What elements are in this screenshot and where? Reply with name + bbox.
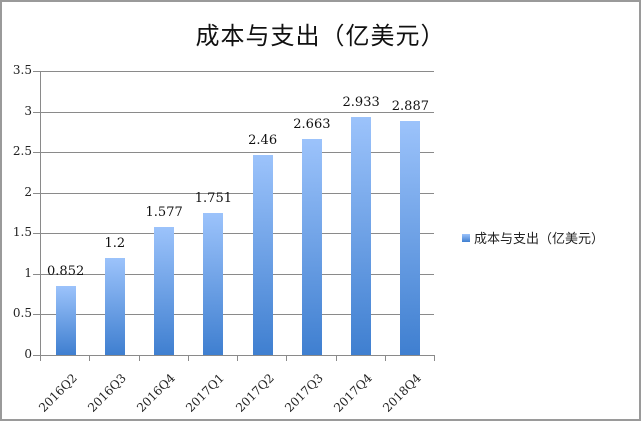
y-tick bbox=[33, 355, 40, 356]
bar bbox=[203, 212, 224, 355]
x-tick-label: 2017Q3 bbox=[281, 371, 326, 415]
value-label: 2.933 bbox=[342, 95, 380, 110]
bar bbox=[252, 155, 273, 355]
x-tick bbox=[187, 355, 189, 361]
legend-label: 成本与支出（亿美元） bbox=[474, 232, 605, 247]
bar bbox=[104, 257, 125, 355]
x-tick bbox=[384, 355, 386, 361]
gridline bbox=[40, 233, 434, 235]
x-tick bbox=[286, 355, 288, 361]
x-tick bbox=[434, 355, 435, 361]
y-tick bbox=[33, 273, 40, 275]
gridline bbox=[40, 71, 434, 72]
y-tick-label: 0.5 bbox=[12, 306, 32, 321]
y-tick-label: 0 bbox=[24, 347, 32, 361]
value-label: 1.577 bbox=[145, 205, 183, 221]
x-tick bbox=[237, 355, 238, 361]
x-tick-label: 2016Q4 bbox=[134, 371, 179, 415]
x-tick-label: 2016Q3 bbox=[84, 371, 129, 415]
y-tick bbox=[33, 152, 40, 154]
bar bbox=[301, 138, 322, 355]
x-tick-label: 2016Q2 bbox=[35, 371, 80, 415]
gridline bbox=[40, 273, 434, 275]
value-label: 0.852 bbox=[47, 263, 85, 279]
y-tick-label: 1 bbox=[24, 265, 32, 280]
gridline bbox=[40, 111, 434, 113]
legend-swatch-icon bbox=[462, 233, 470, 242]
value-label: 2.46 bbox=[248, 133, 278, 149]
x-tick-label: 2017Q2 bbox=[232, 371, 277, 415]
bar bbox=[55, 285, 76, 355]
gridline bbox=[40, 152, 434, 154]
gridline bbox=[40, 192, 434, 194]
y-tick-label: 3 bbox=[24, 103, 32, 118]
plot-area: 0 0.5 1 1.5 2 2.5 3 3.5 0.852 2016Q2 1.2 2016Q3 1.57… bbox=[13, 63, 435, 415]
y-tick bbox=[33, 192, 40, 194]
y-tick-label: 2 bbox=[24, 184, 32, 199]
bar bbox=[351, 117, 372, 355]
x-tick-label: 2017Q1 bbox=[183, 371, 228, 415]
y-tick bbox=[33, 71, 40, 72]
value-label: 2.887 bbox=[391, 98, 429, 114]
x-tick bbox=[335, 355, 337, 361]
x-tick-label: 2018Q4 bbox=[380, 371, 425, 415]
y-axis bbox=[40, 71, 41, 361]
value-label: 1.751 bbox=[194, 190, 232, 206]
chart-title: 成本与支出（亿美元） bbox=[195, 22, 446, 50]
legend: 成本与支出（亿美元） bbox=[462, 228, 604, 247]
x-tick bbox=[138, 355, 140, 361]
value-label: 1.2 bbox=[104, 235, 126, 251]
bar bbox=[400, 120, 421, 355]
y-tick-label: 3.5 bbox=[12, 63, 32, 77]
x-tick bbox=[89, 355, 91, 361]
y-tick bbox=[33, 111, 40, 113]
y-tick bbox=[33, 233, 40, 235]
y-tick-label: 1.5 bbox=[12, 225, 32, 240]
x-tick-label: 2017Q4 bbox=[331, 371, 376, 415]
x-tick bbox=[40, 355, 41, 361]
y-tick-label: 2.5 bbox=[12, 144, 32, 159]
value-label: 2.663 bbox=[293, 116, 331, 132]
gridline bbox=[40, 314, 434, 316]
bar bbox=[154, 227, 175, 355]
y-tick bbox=[33, 314, 40, 316]
